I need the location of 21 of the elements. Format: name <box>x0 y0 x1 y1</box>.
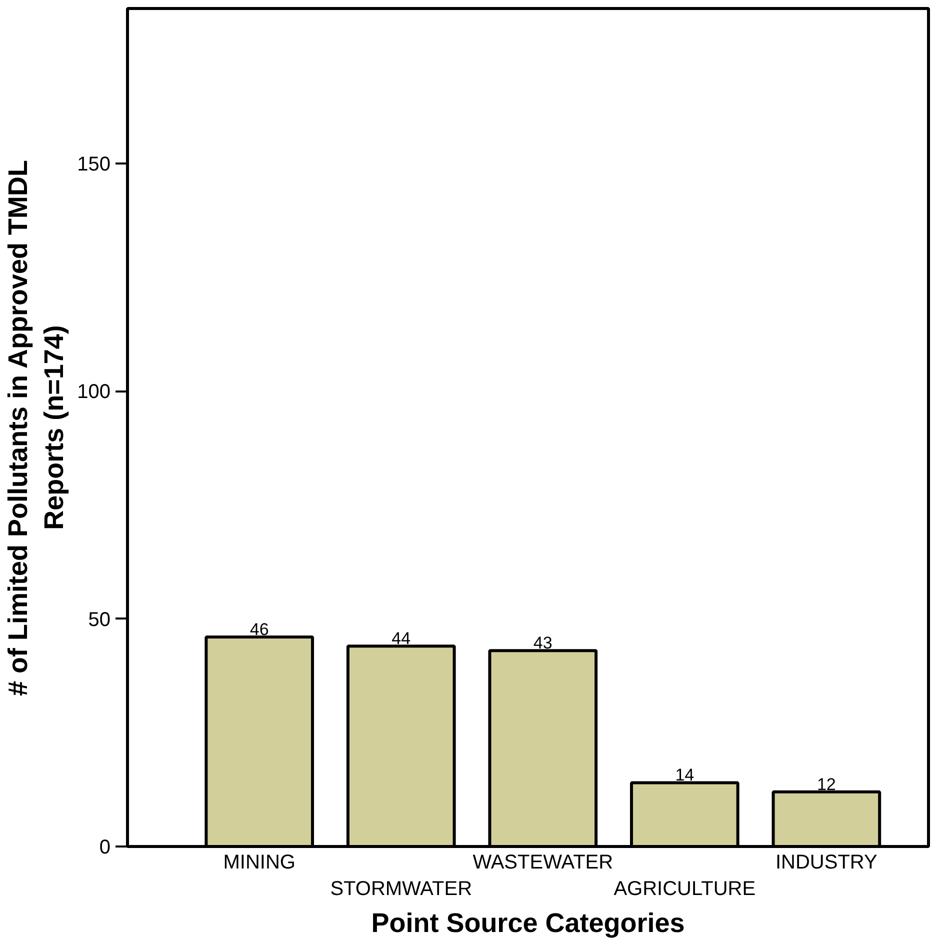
x-tick-label: WASTEWATER <box>472 852 614 874</box>
y-tick-label: 50 <box>88 608 111 631</box>
bar <box>346 644 456 846</box>
x-tick-label: INDUSTRY <box>775 852 878 874</box>
x-tick-label: STORMWATER <box>330 878 472 900</box>
data-label: 43 <box>533 634 552 653</box>
data-label: 44 <box>392 629 411 648</box>
y-tick-label: 0 <box>99 836 110 858</box>
x-axis-title: Point Source Categories <box>371 908 685 938</box>
data-label: 46 <box>250 620 269 639</box>
y-tick-label: 150 <box>77 153 111 176</box>
bar <box>488 649 598 846</box>
x-tick-label: MINING <box>223 852 296 874</box>
data-label: 12 <box>816 774 836 794</box>
bar <box>772 790 882 846</box>
data-label: 14 <box>675 766 694 785</box>
y-axis-title: # of Limited Pollutants in Approved TMDL Reports (n=174) <box>3 160 70 696</box>
x-tick-label: AGRICULTURE <box>614 878 756 900</box>
bar <box>204 636 314 846</box>
y-tick-label: 100 <box>77 381 111 404</box>
bar <box>630 781 740 846</box>
